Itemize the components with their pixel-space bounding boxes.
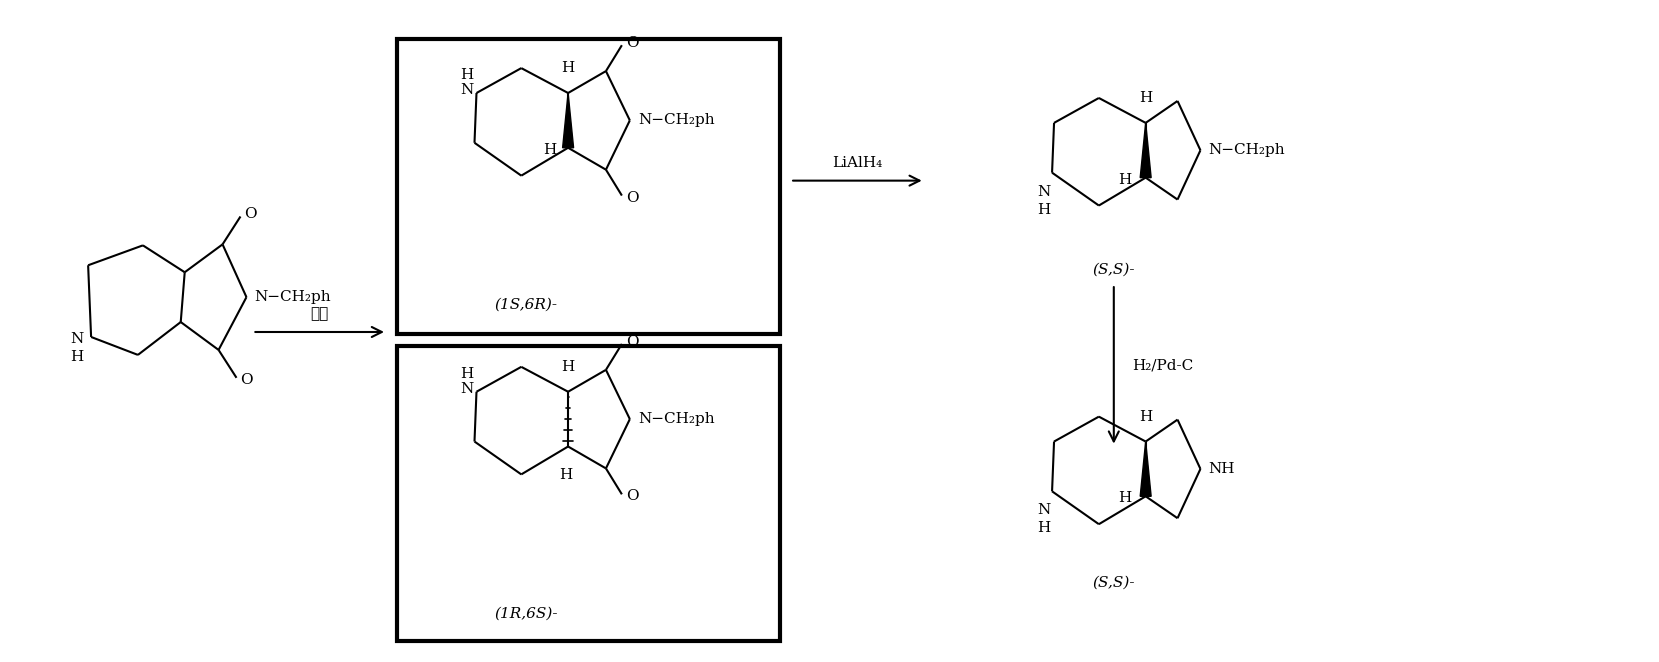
- Text: O: O: [244, 207, 257, 222]
- Text: H: H: [1037, 203, 1050, 216]
- Text: H: H: [561, 360, 574, 374]
- Polygon shape: [1140, 442, 1151, 496]
- Text: N−CH₂ph: N−CH₂ph: [254, 290, 332, 304]
- Text: NH: NH: [1208, 462, 1234, 476]
- Text: N: N: [71, 332, 85, 346]
- Text: H: H: [559, 469, 572, 483]
- Text: O: O: [625, 36, 639, 50]
- Text: N: N: [460, 83, 473, 97]
- Text: N−CH₂ph: N−CH₂ph: [637, 412, 715, 426]
- Text: H: H: [460, 68, 473, 82]
- Text: LiAlH₄: LiAlH₄: [833, 156, 883, 169]
- Text: H₂/Pd-C: H₂/Pd-C: [1131, 358, 1193, 372]
- Text: O: O: [625, 335, 639, 349]
- Bar: [397, 39, 780, 334]
- Text: 拆分: 拆分: [310, 307, 328, 321]
- Text: (S,S)-: (S,S)-: [1093, 576, 1135, 590]
- Text: (1R,6S)-: (1R,6S)-: [494, 607, 557, 621]
- Polygon shape: [562, 93, 574, 148]
- Text: O: O: [625, 489, 639, 503]
- Text: N: N: [1037, 185, 1050, 199]
- Text: H: H: [71, 350, 85, 364]
- Text: O: O: [241, 373, 254, 387]
- Text: H: H: [542, 143, 556, 157]
- Text: (1S,6R)-: (1S,6R)-: [494, 298, 557, 312]
- Bar: [397, 346, 780, 641]
- Text: N: N: [1037, 503, 1050, 517]
- Text: H: H: [1118, 173, 1131, 187]
- Text: H: H: [1140, 91, 1153, 105]
- Text: H: H: [460, 367, 473, 381]
- Text: H: H: [1037, 521, 1050, 535]
- Text: H: H: [1118, 491, 1131, 505]
- Text: N: N: [460, 382, 473, 396]
- Polygon shape: [1140, 123, 1151, 177]
- Text: H: H: [561, 61, 574, 75]
- Text: N−CH₂ph: N−CH₂ph: [637, 113, 715, 127]
- Text: H: H: [1140, 410, 1153, 424]
- Text: O: O: [625, 191, 639, 205]
- Text: N−CH₂ph: N−CH₂ph: [1208, 143, 1286, 158]
- Text: (S,S)-: (S,S)-: [1093, 262, 1135, 276]
